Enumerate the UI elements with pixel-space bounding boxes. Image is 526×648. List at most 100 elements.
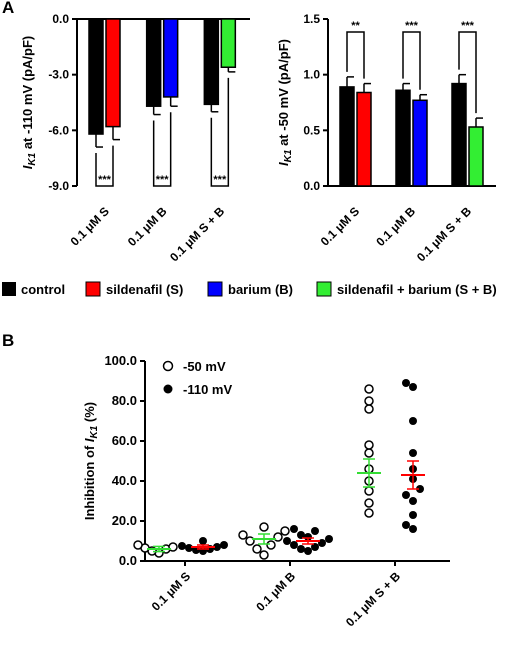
- y-tick-label: 0.5: [303, 123, 320, 137]
- point-neg110: [199, 537, 207, 545]
- panel-label-b: B: [2, 331, 14, 350]
- legend-label-control: control: [21, 282, 65, 297]
- point-neg50: [238, 530, 248, 540]
- significance-label: ***: [461, 20, 475, 32]
- y-tick-label: 100.0: [104, 353, 137, 368]
- point-neg110: [409, 511, 417, 519]
- y-axis-label-part: at -110 mV (pA/pF): [20, 36, 35, 153]
- y-tick-label: -6.0: [48, 123, 69, 137]
- y-tick-label: -3.0: [48, 68, 69, 82]
- x-category-label: 0.1 μM S + B: [167, 204, 227, 264]
- chart-a-right: 0.0 0.5 1.0 1.5 IK1 at -50 mV (pA/pF) ** 0.1 μ…: [276, 12, 496, 264]
- point-neg110: [402, 491, 410, 499]
- bar-combo: [220, 18, 237, 68]
- legend-swatch-barium: [207, 281, 223, 297]
- x-category-label: 0.1 μM S: [68, 204, 112, 248]
- point-neg50: [364, 404, 374, 414]
- legend-swatch-sildenafil: [85, 281, 101, 297]
- point-neg50: [133, 540, 143, 550]
- bar-control: [451, 82, 467, 187]
- x-category-label: 0.1 μM S + B: [343, 569, 403, 629]
- chart-a-left: 0.0 -3.0 -6.0 -9.0 IK1 at -110 mV (pA/pF) ***…: [20, 12, 250, 264]
- significance-bracket: [402, 31, 421, 90]
- significance-bracket: [152, 112, 172, 187]
- point-neg110: [178, 542, 186, 550]
- bar-control: [145, 18, 162, 107]
- bar-sildenafil: [356, 91, 372, 187]
- legend-swatch-control: [2, 282, 16, 296]
- x-category-label: 0.1 μM S + B: [414, 204, 474, 264]
- x-category-label: 0.1 μM B: [373, 204, 418, 249]
- point-neg110: [409, 449, 417, 457]
- point-neg110: [325, 535, 333, 543]
- panel-label-a: A: [2, 0, 14, 17]
- point-neg110: [304, 547, 312, 555]
- bar-barium: [412, 99, 428, 187]
- point-neg110: [311, 527, 319, 535]
- y-axis-label-part: I: [82, 438, 97, 442]
- point-neg50: [364, 486, 374, 496]
- point-neg50: [280, 526, 290, 536]
- x-category-label: 0.1 μM B: [253, 569, 298, 614]
- y-axis-label-part: I: [276, 162, 291, 166]
- y-axis-label-part: at -50 mV (pA/pF): [276, 39, 291, 150]
- significance-bracket: [346, 31, 365, 79]
- legend-label-barium: barium (B): [228, 282, 293, 297]
- point-neg50: [364, 448, 374, 458]
- bar-control: [395, 89, 411, 187]
- y-tick-label: -9.0: [48, 179, 69, 193]
- y-axis-label: IK1 at -110 mV (pA/pF): [20, 36, 38, 169]
- significance-label: ***: [98, 174, 112, 186]
- x-category-label: 0.1 μM B: [125, 204, 170, 249]
- point-neg110: [220, 541, 228, 549]
- point-neg110: [290, 541, 298, 549]
- point-neg110: [402, 379, 410, 387]
- chart-b: 0.0 20.0 40.0 60.0 80.0 100.0 Inhibition of IK…: [82, 353, 450, 629]
- y-tick-label: 60.0: [112, 433, 137, 448]
- y-axis-label-part: (%): [82, 402, 97, 426]
- point-neg50: [252, 544, 262, 554]
- significance-bracket: [458, 31, 477, 114]
- y-tick-label: 40.0: [112, 473, 137, 488]
- point-neg110: [402, 521, 410, 529]
- point-neg50: [259, 522, 269, 532]
- y-axis-label: IK1 at -50 mV (pA/pF): [276, 39, 294, 166]
- legend-marker-neg110: [163, 384, 173, 394]
- x-category-label: 0.1 μM S: [318, 204, 362, 248]
- point-neg110: [213, 543, 221, 551]
- point-neg50: [364, 384, 374, 394]
- point-neg50: [364, 498, 374, 508]
- y-axis-label-part: Inhibition of: [82, 442, 97, 520]
- x-category-label: 0.1 μM S: [149, 569, 193, 613]
- y-tick-label: 80.0: [112, 393, 137, 408]
- y-tick-label: 0.0: [119, 553, 137, 568]
- point-neg50: [259, 550, 269, 560]
- point-neg50: [364, 396, 374, 406]
- bar-barium: [162, 18, 179, 98]
- point-neg110: [409, 525, 417, 533]
- bar-combo: [468, 126, 484, 187]
- point-neg110: [304, 533, 312, 541]
- significance-label: ***: [156, 174, 170, 186]
- point-neg110: [416, 485, 424, 493]
- y-tick-label: 0.0: [52, 12, 69, 26]
- y-axis-label-part: I: [20, 165, 35, 169]
- point-neg50: [364, 508, 374, 518]
- y-tick-label: 20.0: [112, 513, 137, 528]
- point-neg110: [311, 543, 319, 551]
- y-axis-label-part: K1: [27, 152, 38, 165]
- y-axis-label-part: K1: [283, 149, 294, 162]
- point-neg110: [297, 545, 305, 553]
- legend-label-sildenafil: sildenafil (S): [106, 282, 183, 297]
- y-tick-label: 1.0: [303, 68, 320, 82]
- legend-label-combo: sildenafil + barium (S + B): [337, 282, 497, 297]
- point-neg50: [364, 440, 374, 450]
- y-tick-label: 0.0: [303, 179, 320, 193]
- y-axis-label: Inhibition of IK1 (%): [82, 402, 100, 520]
- legend-label-neg50: -50 mV: [183, 359, 226, 374]
- legend-a: control sildenafil (S) barium (B) silden…: [2, 281, 497, 297]
- point-neg110: [409, 497, 417, 505]
- bar-control: [203, 18, 220, 106]
- point-neg110: [290, 525, 298, 533]
